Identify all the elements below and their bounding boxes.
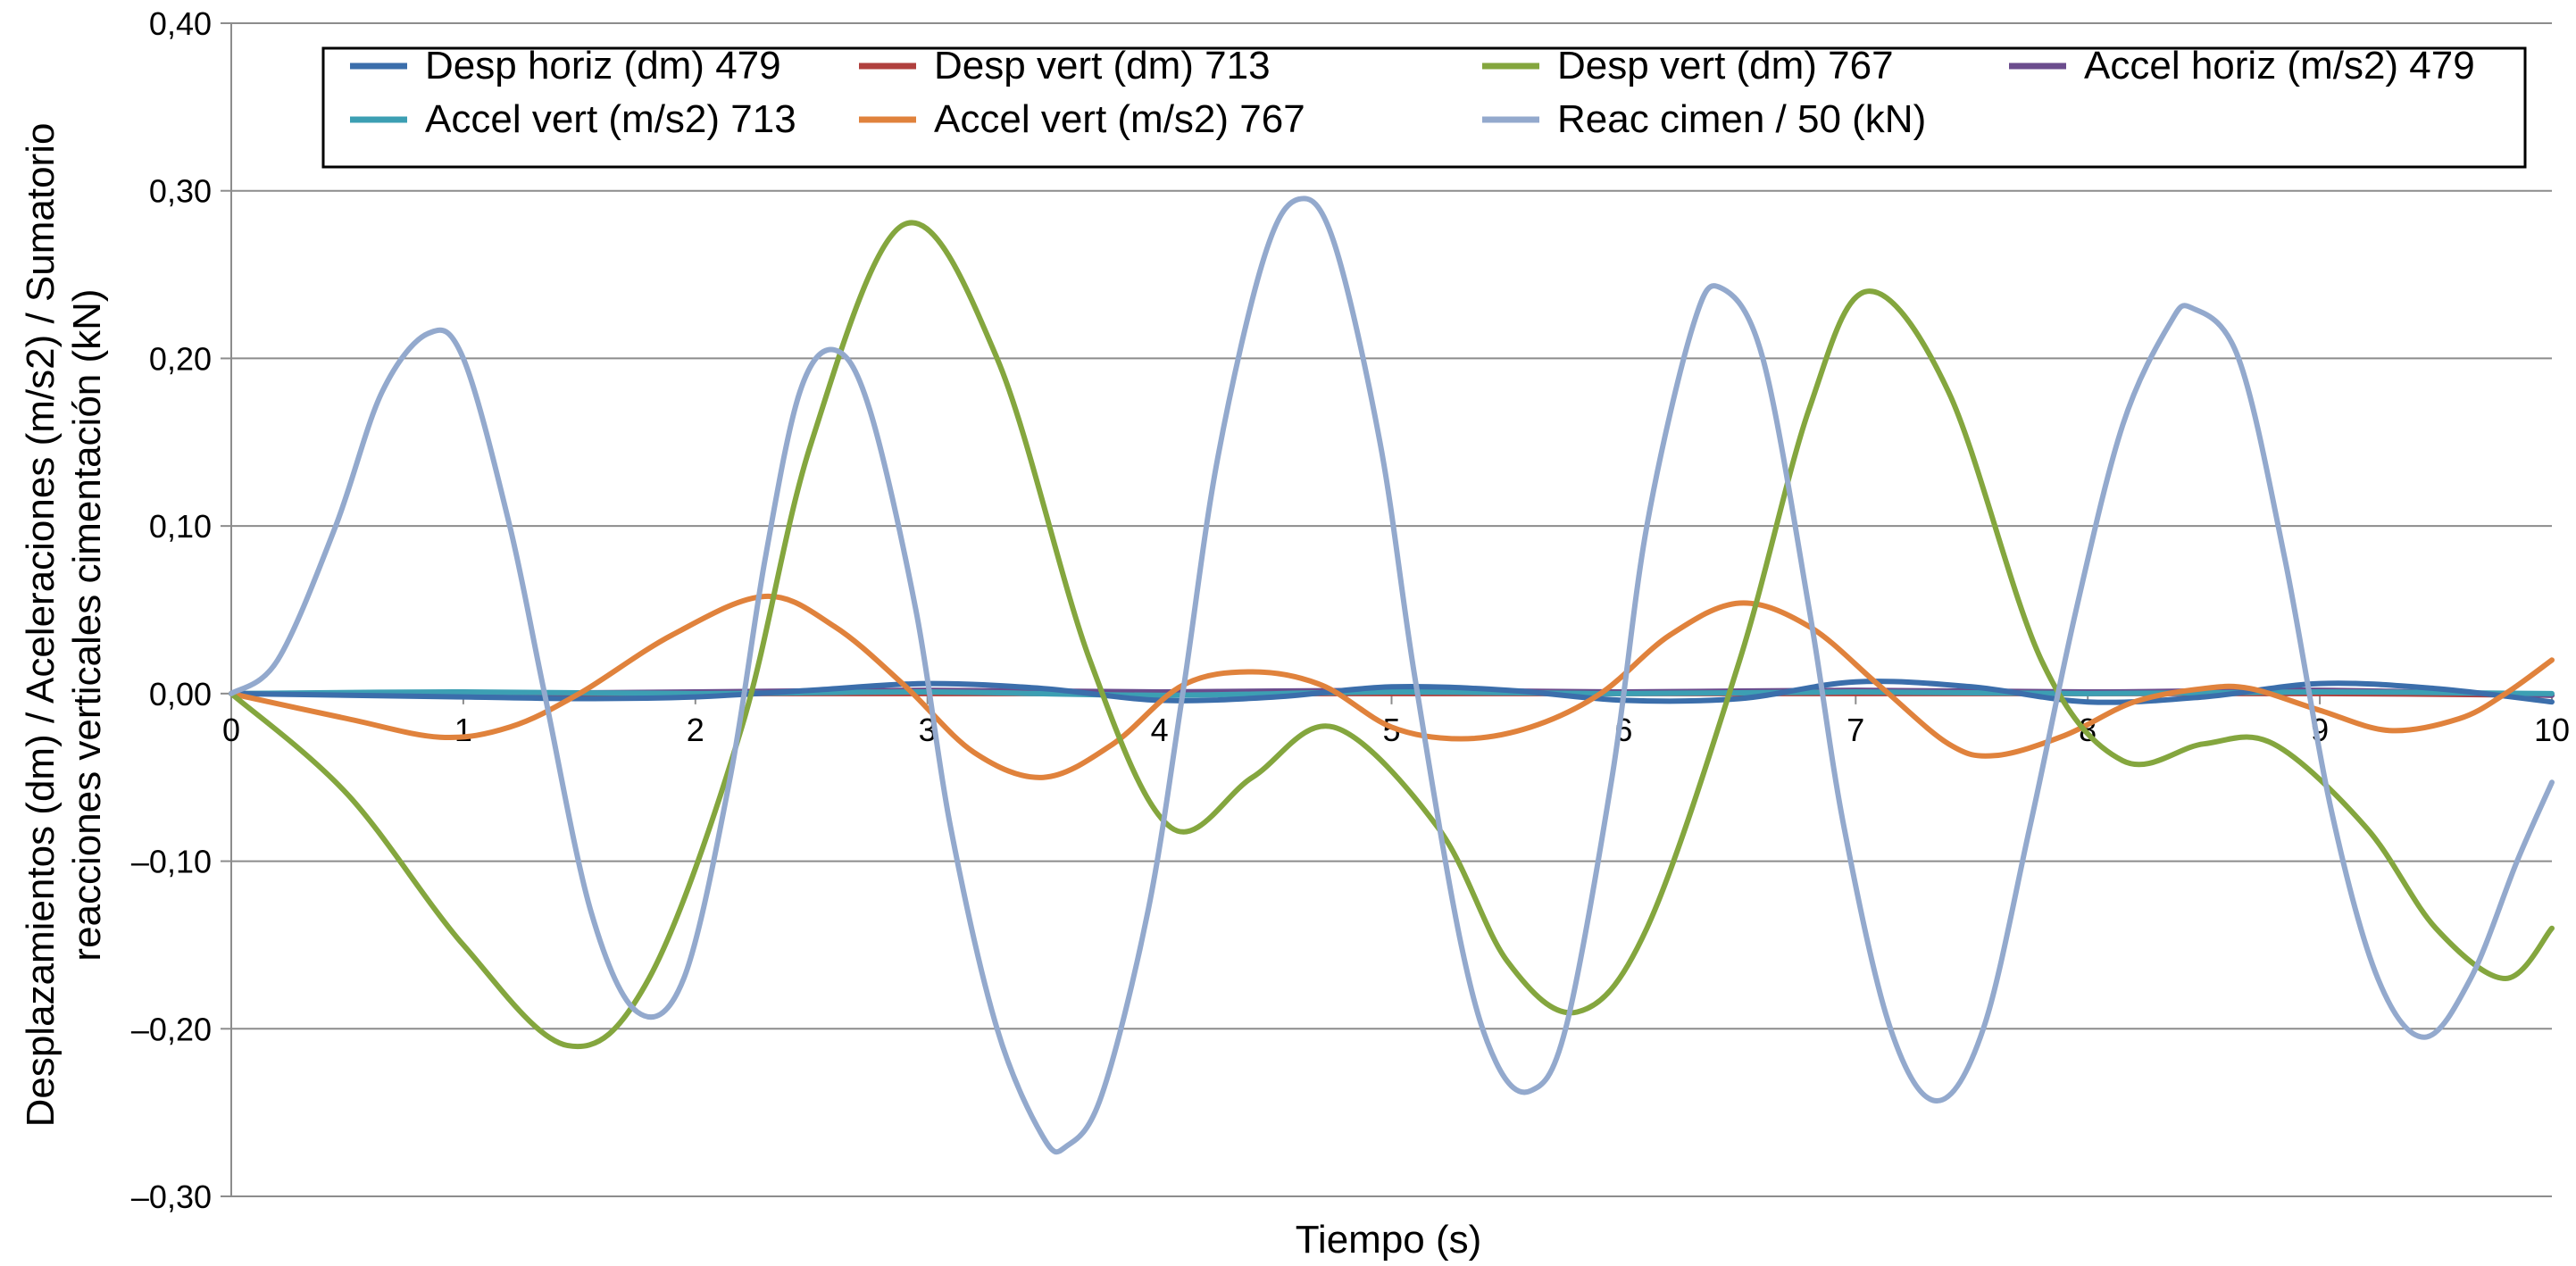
series-line-3	[229, 220, 2555, 1050]
y-tick-label: –0,30	[131, 1179, 212, 1215]
legend-label-7: Reac cimen / 50 (kN)	[1557, 97, 1926, 141]
legend: Desp horiz (dm) 479 Desp vert (dm) 713 Des…	[321, 44, 2527, 169]
y-tick-label: 0,40	[149, 5, 212, 42]
x-tick-label: 0	[222, 712, 240, 748]
series-line-6	[229, 593, 2555, 780]
x-tick-label: 1	[454, 712, 472, 748]
y-axis-title-line-1: Desplazamientos (dm) / Aceleraciones (m/…	[19, 123, 63, 1128]
legend-label-1: Desp horiz (dm) 479	[425, 44, 781, 87]
x-tick-label: 10	[2534, 712, 2570, 748]
ticks: 0,400,300,200,100,00–0,10–0,20–0,300 1 2 3 4…	[131, 5, 2570, 1215]
y-tick-label: 0,20	[149, 340, 212, 377]
y-tick-label: 0,30	[149, 173, 212, 210]
series-line-1	[229, 679, 2555, 705]
y-tick-label: 0,00	[149, 676, 212, 712]
y-axis-title: Desplazamientos (dm) / Aceleraciones (m/…	[19, 123, 109, 1128]
legend-label-5: Accel vert (m/s2) 713	[425, 97, 796, 141]
x-tick-label: 7	[1847, 712, 1864, 748]
series-line-7	[229, 196, 2555, 1155]
legend-label-4: Accel horiz (m/s2) 479	[2084, 44, 2475, 87]
y-tick-label: 0,10	[149, 508, 212, 545]
legend-box	[321, 46, 2527, 169]
x-tick-label: 4	[1151, 712, 1169, 748]
legend-label-3: Desp vert (dm) 767	[1557, 44, 1894, 87]
x-axis-title: Tiempo (s)	[1296, 1218, 1482, 1262]
y-tick-label: –0,20	[131, 1011, 212, 1047]
x-tick-label: 2	[687, 712, 704, 748]
legend-label-2: Desp vert (dm) 713	[934, 44, 1271, 87]
y-tick-label: –0,10	[131, 844, 212, 880]
y-axis-title-line-2: reacciones verticales cimentación (kN)	[65, 288, 109, 961]
series-lines	[229, 196, 2555, 1155]
legend-label-6: Accel vert (m/s2) 767	[934, 97, 1305, 141]
